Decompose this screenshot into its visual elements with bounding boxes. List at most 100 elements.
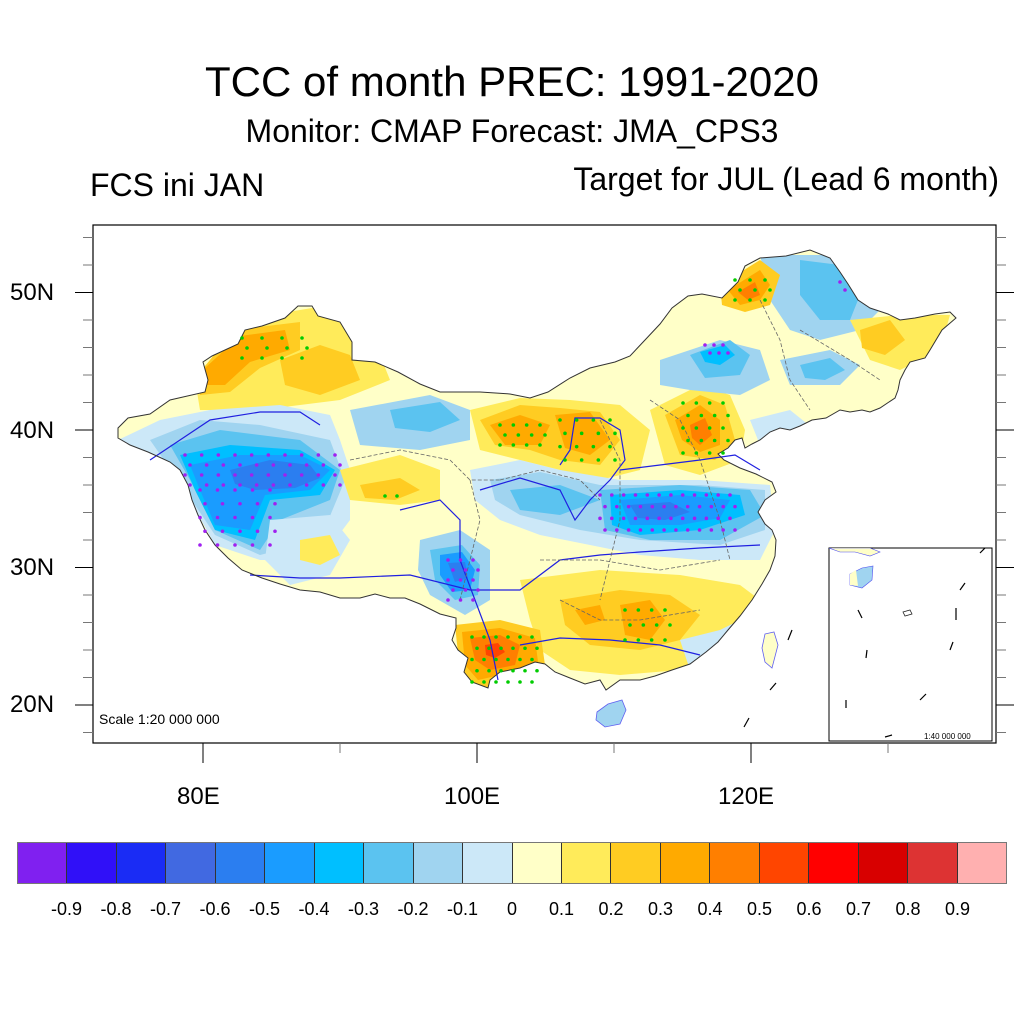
significance-dot — [768, 288, 772, 292]
significance-dot — [266, 473, 271, 477]
significance-dot — [458, 578, 463, 582]
significance-dot — [707, 401, 712, 405]
significance-dot — [204, 463, 209, 467]
significance-dot — [506, 680, 510, 684]
significance-dot — [748, 278, 752, 282]
significance-dot — [266, 453, 271, 457]
significance-dot — [636, 608, 641, 612]
inset-content — [829, 548, 986, 738]
significance-dot — [470, 680, 474, 684]
significance-dot — [608, 418, 612, 422]
significance-dot — [249, 473, 254, 477]
significance-dot — [511, 646, 515, 651]
significance-dot — [216, 453, 221, 457]
x-tick-label-80e: 80E — [177, 783, 220, 810]
significance-dot — [543, 433, 547, 437]
significance-dot — [728, 516, 732, 521]
y-tick-label-50n: 50N — [10, 279, 55, 306]
colorbar-tick-label: 0.4 — [697, 899, 723, 919]
inset-scale-label: 1:40 000 000 — [924, 732, 971, 741]
significance-dot — [338, 463, 342, 467]
significance-dot — [198, 488, 202, 492]
significance-dot — [733, 528, 737, 532]
significance-dot — [204, 483, 209, 487]
significance-dot — [657, 493, 661, 497]
significance-dot — [470, 635, 474, 639]
significance-dot — [838, 280, 842, 284]
colorbar-tick-label: -0.7 — [149, 899, 182, 919]
significance-dot — [650, 528, 655, 532]
colorbar-tick-label: -0.1 — [446, 899, 479, 919]
province-borders — [349, 299, 881, 621]
significance-dot — [707, 426, 712, 430]
colorbar-box — [809, 843, 859, 883]
significance-dot — [198, 543, 202, 547]
significance-dot — [574, 444, 579, 449]
significance-dot — [316, 453, 321, 457]
significance-dot — [626, 528, 631, 532]
significance-dot — [250, 488, 255, 492]
significance-dot — [680, 493, 685, 497]
significance-dot — [250, 543, 255, 547]
significance-dot — [716, 516, 720, 521]
significance-dot — [280, 336, 284, 340]
y-tick-label-20n: 20N — [10, 691, 55, 718]
colorbar-tick-label: -0.8 — [100, 899, 132, 919]
significance-dot — [721, 401, 725, 405]
taiwan-island — [761, 631, 779, 669]
significance-dot — [657, 516, 661, 521]
significance-dot — [680, 516, 685, 521]
significance-dot — [763, 298, 767, 302]
significance-dot — [254, 483, 259, 487]
significance-dot — [669, 493, 673, 497]
significance-dot — [728, 493, 732, 497]
colorbar-tick-label: 0.5 — [746, 899, 773, 919]
significance-dot — [535, 646, 539, 651]
significance-dot — [511, 423, 516, 427]
significance-dot — [674, 504, 678, 509]
significance-dot — [703, 343, 707, 347]
colorbar-box — [364, 843, 414, 883]
significance-dot — [529, 433, 534, 437]
colorbar-box — [413, 843, 464, 883]
significance-dot — [482, 635, 486, 639]
significance-dot — [518, 680, 522, 684]
significance-dot — [446, 578, 450, 582]
significance-dot — [288, 483, 292, 487]
significance-dot — [615, 504, 619, 509]
significance-dot — [271, 483, 276, 487]
significance-dot — [338, 483, 342, 487]
significance-dot — [535, 668, 539, 673]
significance-dot — [721, 528, 725, 532]
rivers — [149, 411, 761, 681]
significance-dot — [650, 504, 655, 509]
significance-dot — [663, 638, 667, 642]
significance-dot — [685, 504, 690, 509]
colorbar-box — [463, 843, 513, 883]
significance-dot — [220, 529, 225, 534]
significance-dot — [238, 483, 242, 487]
colorbar-box — [710, 843, 760, 883]
significance-dot — [668, 623, 672, 627]
colorbar-box — [908, 843, 958, 883]
axis-ticks — [75, 237, 1014, 763]
significance-dot — [316, 473, 321, 477]
colorbar-tick-label: 0 — [506, 899, 518, 919]
significance-dot — [598, 516, 602, 521]
significance-dot — [603, 528, 607, 532]
significance-dot — [633, 493, 638, 497]
colorbar-tick-label: 0.3 — [647, 899, 674, 919]
colorbar-tick-label: -0.5 — [248, 899, 281, 919]
significance-dot — [273, 501, 277, 506]
significance-dot — [470, 657, 474, 662]
significance-dot — [482, 680, 486, 684]
significance-dot — [255, 529, 260, 534]
significance-dot — [726, 413, 730, 418]
y-tick-label-30n: 30N — [10, 554, 55, 581]
significance-dot — [685, 528, 690, 532]
significance-dot — [717, 351, 721, 355]
significance-dot — [638, 504, 643, 509]
significance-dot — [233, 488, 237, 492]
significance-dot — [300, 356, 304, 360]
significance-dot — [697, 528, 702, 532]
